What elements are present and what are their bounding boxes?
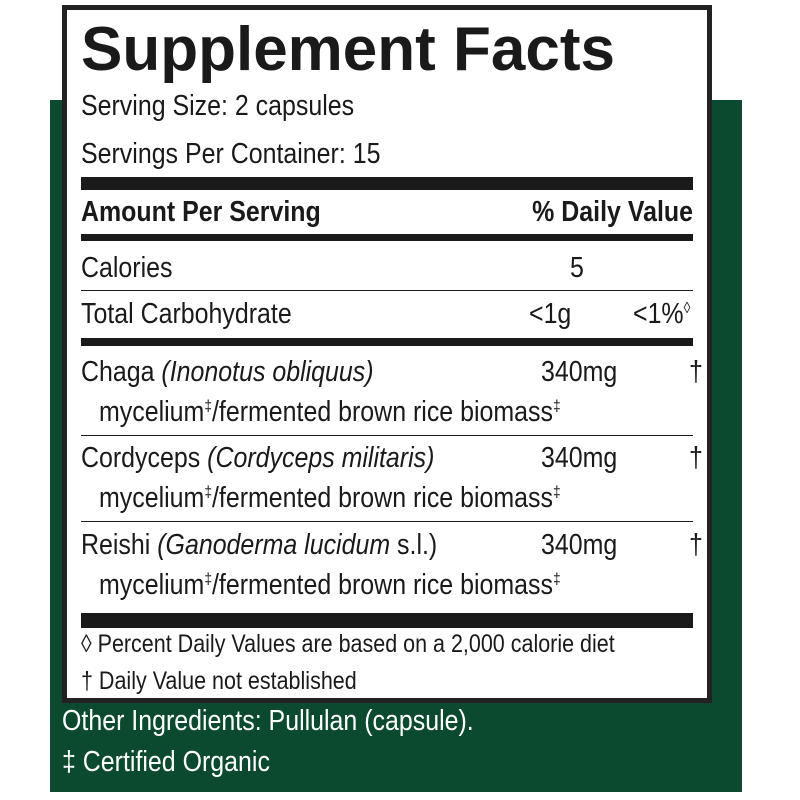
nutrient-amount: <1g xyxy=(529,298,572,330)
ingredient-detail: mycelium‡/fermented brown rice biomass‡ xyxy=(99,482,561,514)
ingredient-dv: † xyxy=(689,442,703,474)
certified-organic: ‡ Certified Organic xyxy=(62,746,270,778)
header-amount: Amount Per Serving xyxy=(81,196,321,228)
footnote-dagger: † Daily Value not established xyxy=(81,667,357,695)
ingredient-detail: mycelium‡/fermented brown rice biomass‡ xyxy=(99,396,561,428)
divider-medium xyxy=(81,234,693,241)
nutrient-name: Total Carbohydrate xyxy=(81,298,292,330)
divider-thin xyxy=(81,290,693,291)
ingredient-name: Cordyceps (Cordyceps militaris) xyxy=(81,442,435,474)
ingredient-detail: mycelium‡/fermented brown rice biomass‡ xyxy=(99,569,561,601)
divider-thin xyxy=(81,521,693,522)
divider-medium xyxy=(81,338,693,346)
ingredient-amount: 340mg xyxy=(541,442,618,474)
ingredient-name: Chaga (Inonotus obliquus) xyxy=(81,356,374,388)
footnote-dv: ◊ Percent Daily Values are based on a 2,… xyxy=(81,630,615,658)
nutrient-name: Calories xyxy=(81,252,173,284)
ingredient-amount: 340mg xyxy=(541,356,618,388)
dv-mark: ◊ xyxy=(683,300,691,317)
divider-thick xyxy=(81,613,693,628)
nutrient-dv: <1%◊ xyxy=(633,298,690,331)
nutrient-amount: 5 xyxy=(570,252,584,284)
ingredient-name: Reishi (Ganoderma lucidum s.l.) xyxy=(81,529,438,561)
servings-per-container: Servings Per Container: 15 xyxy=(81,138,381,170)
other-ingredients: Other Ingredients: Pullulan (capsule). xyxy=(62,705,474,737)
divider-thick xyxy=(81,177,693,190)
serving-size: Serving Size: 2 capsules xyxy=(81,90,355,122)
panel-title: Supplement Facts xyxy=(81,15,615,84)
ingredient-dv: † xyxy=(689,529,703,561)
header-daily-value: % Daily Value xyxy=(532,196,693,228)
divider-thin xyxy=(81,435,693,436)
dv-value: <1% xyxy=(633,298,684,330)
supplement-facts-panel: Supplement Facts Serving Size: 2 capsule… xyxy=(62,5,712,703)
ingredient-dv: † xyxy=(689,356,703,388)
ingredient-amount: 340mg xyxy=(541,529,618,561)
